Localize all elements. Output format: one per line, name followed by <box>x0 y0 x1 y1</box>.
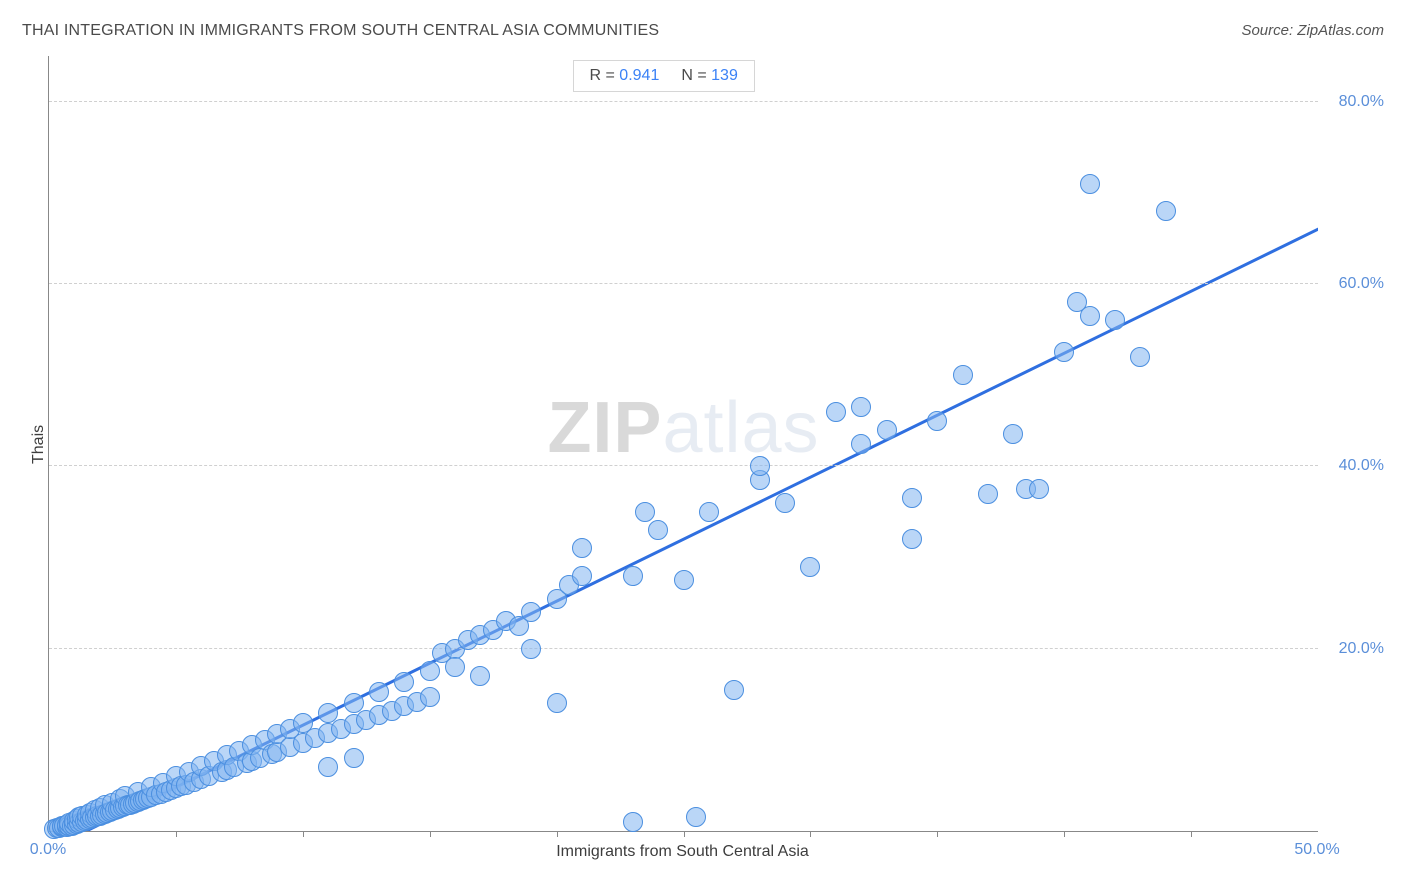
y-tick-label: 40.0% <box>1339 457 1384 475</box>
x-tick-label: 0.0% <box>30 841 66 859</box>
data-point <box>394 672 414 692</box>
y-axis-label: Thais <box>30 424 48 463</box>
data-point <box>750 456 770 476</box>
data-point <box>318 757 338 777</box>
data-point <box>547 693 567 713</box>
data-point <box>927 411 947 431</box>
data-point <box>800 557 820 577</box>
data-point <box>877 420 897 440</box>
data-point <box>470 666 490 686</box>
x-axis-label: Immigrants from South Central Asia <box>556 843 809 861</box>
data-point <box>344 748 364 768</box>
data-point <box>572 538 592 558</box>
watermark-zip: ZIP <box>547 388 662 468</box>
y-tick-label: 60.0% <box>1339 275 1384 293</box>
stats-box: R = 0.941 N = 139 <box>573 60 755 92</box>
data-point <box>1105 310 1125 330</box>
scatter-plot: ZIPatlas <box>48 56 1318 832</box>
data-point <box>1029 479 1049 499</box>
x-tick <box>303 831 304 837</box>
x-tick <box>557 831 558 837</box>
data-point <box>623 566 643 586</box>
data-point <box>1054 342 1074 362</box>
x-tick <box>937 831 938 837</box>
stat-n: N = 139 <box>681 67 738 85</box>
watermark: ZIPatlas <box>547 387 819 469</box>
data-point <box>445 657 465 677</box>
gridline <box>49 465 1318 466</box>
stat-r-value: 0.941 <box>619 67 659 84</box>
data-point <box>686 807 706 827</box>
data-point <box>1003 424 1023 444</box>
chart-title: THAI INTEGRATION IN IMMIGRANTS FROM SOUT… <box>22 22 659 40</box>
gridline <box>49 283 1318 284</box>
data-point <box>724 680 744 700</box>
x-tick <box>684 831 685 837</box>
data-point <box>521 602 541 622</box>
data-point <box>902 488 922 508</box>
stat-r: R = 0.941 <box>590 67 660 85</box>
gridline <box>49 101 1318 102</box>
data-point <box>623 812 643 832</box>
x-tick <box>176 831 177 837</box>
data-point <box>420 687 440 707</box>
data-point <box>648 520 668 540</box>
data-point <box>826 402 846 422</box>
data-point <box>978 484 998 504</box>
data-point <box>902 529 922 549</box>
x-tick <box>430 831 431 837</box>
stat-r-label: R = <box>590 67 615 84</box>
data-point <box>953 365 973 385</box>
x-tick <box>1064 831 1065 837</box>
source-label: Source: ZipAtlas.com <box>1241 22 1384 39</box>
gridline <box>49 648 1318 649</box>
data-point <box>851 397 871 417</box>
data-point <box>699 502 719 522</box>
data-point <box>775 493 795 513</box>
x-tick <box>810 831 811 837</box>
regression-line <box>49 56 1318 831</box>
data-point <box>1156 201 1176 221</box>
y-tick-label: 80.0% <box>1339 93 1384 111</box>
data-point <box>420 661 440 681</box>
data-point <box>635 502 655 522</box>
data-point <box>369 682 389 702</box>
data-point <box>1080 174 1100 194</box>
data-point <box>521 639 541 659</box>
stat-n-value: 139 <box>711 67 738 84</box>
watermark-atlas: atlas <box>662 388 819 468</box>
x-tick <box>1191 831 1192 837</box>
data-point <box>851 434 871 454</box>
data-point <box>1067 292 1087 312</box>
x-tick-label: 50.0% <box>1294 841 1339 859</box>
data-point <box>674 570 694 590</box>
y-tick-label: 20.0% <box>1339 640 1384 658</box>
stat-n-label: N = <box>681 67 706 84</box>
data-point <box>1130 347 1150 367</box>
data-point <box>572 566 592 586</box>
